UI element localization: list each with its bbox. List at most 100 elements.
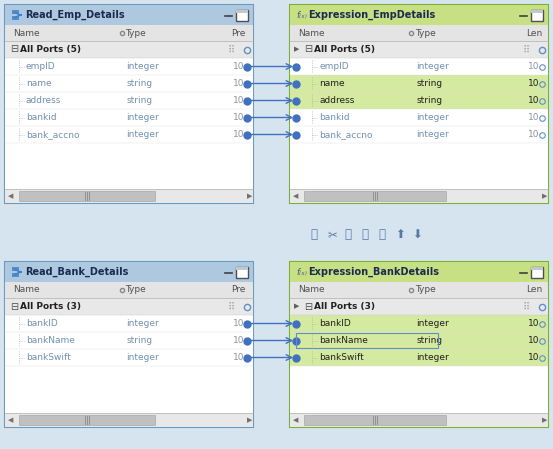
Text: empID: empID	[26, 62, 56, 71]
Text: bankName: bankName	[319, 336, 368, 345]
Text: Len: Len	[526, 28, 542, 38]
Bar	[296, 333, 438, 348]
Text: Read_Emp_Details: Read_Emp_Details	[25, 10, 124, 20]
Text: ⠿: ⠿	[228, 301, 235, 312]
Text: 10: 10	[528, 62, 540, 71]
Bar	[5, 41, 253, 58]
Text: integer: integer	[416, 130, 449, 139]
Text: bankSwift: bankSwift	[26, 353, 71, 362]
Text: integer: integer	[416, 113, 449, 122]
Text: ▶: ▶	[247, 193, 252, 199]
Bar	[290, 315, 548, 332]
Text: Read_Bank_Details: Read_Bank_Details	[25, 267, 128, 277]
Bar	[236, 10, 248, 21]
Text: ▶: ▶	[294, 47, 299, 53]
Bar	[5, 349, 253, 366]
Bar	[290, 109, 548, 126]
Text: All Ports (3): All Ports (3)	[20, 302, 81, 311]
Bar	[12, 16, 19, 20]
Text: ▶: ▶	[542, 417, 547, 423]
Bar	[304, 191, 446, 201]
Bar	[290, 282, 548, 298]
Text: 10: 10	[528, 79, 540, 88]
Text: Type: Type	[415, 28, 436, 38]
Text: f₍ₓ₎: f₍ₓ₎	[296, 268, 307, 277]
Text: ⎘: ⎘	[361, 229, 368, 242]
Text: string: string	[416, 336, 442, 345]
Text: integer: integer	[416, 319, 449, 328]
Text: name: name	[319, 79, 345, 88]
Text: string: string	[127, 96, 153, 105]
Text: All Ports (5): All Ports (5)	[314, 45, 375, 54]
Text: All Ports (3): All Ports (3)	[314, 302, 375, 311]
Text: Expression_EmpDetails: Expression_EmpDetails	[308, 10, 435, 20]
Bar	[304, 415, 446, 425]
Bar	[290, 5, 548, 25]
Text: ⬆: ⬆	[395, 229, 405, 242]
Bar	[531, 267, 543, 278]
Bar	[5, 315, 253, 332]
Text: integer: integer	[416, 62, 449, 71]
Bar	[290, 332, 548, 349]
Text: ⊟: ⊟	[304, 301, 312, 312]
Text: bankID: bankID	[319, 319, 351, 328]
Text: ⊟: ⊟	[304, 44, 312, 54]
Bar	[290, 75, 548, 92]
Text: bankID: bankID	[26, 319, 58, 328]
Bar	[531, 267, 543, 270]
Bar	[12, 10, 19, 14]
Text: bank_accno: bank_accno	[26, 130, 80, 139]
Text: Type: Type	[415, 286, 436, 295]
Text: All Ports (5): All Ports (5)	[20, 45, 81, 54]
Text: ⎘: ⎘	[344, 229, 351, 242]
Text: 10: 10	[528, 96, 540, 105]
Text: 10: 10	[233, 96, 244, 105]
Text: 10: 10	[233, 319, 244, 328]
Bar	[5, 25, 253, 41]
Text: 10: 10	[528, 130, 540, 139]
Text: string: string	[416, 96, 442, 105]
Text: Name: Name	[13, 28, 40, 38]
Bar	[12, 267, 19, 271]
Bar	[12, 273, 19, 277]
Text: 10: 10	[233, 336, 244, 345]
Text: 10: 10	[528, 319, 540, 328]
Bar	[290, 262, 548, 282]
Bar	[290, 126, 548, 143]
Text: address: address	[319, 96, 354, 105]
Text: 10: 10	[233, 353, 244, 362]
Text: ◀: ◀	[293, 193, 299, 199]
Bar	[5, 282, 253, 298]
Bar	[290, 92, 548, 109]
Text: integer: integer	[127, 353, 159, 362]
Bar	[290, 349, 548, 366]
Text: Expression_BankDetails: Expression_BankDetails	[308, 267, 439, 277]
Bar	[5, 5, 253, 203]
Bar	[290, 189, 548, 203]
Text: Name: Name	[13, 286, 40, 295]
Text: ⠿: ⠿	[523, 301, 530, 312]
Text: Name: Name	[298, 28, 325, 38]
Bar	[5, 58, 253, 75]
Bar	[5, 298, 253, 315]
Bar	[290, 366, 548, 427]
Bar	[290, 143, 548, 203]
Text: 10: 10	[233, 113, 244, 122]
Text: 10: 10	[233, 130, 244, 139]
Text: Len: Len	[526, 286, 542, 295]
Text: ◀: ◀	[8, 193, 13, 199]
Bar	[5, 332, 253, 349]
Text: ✂: ✂	[327, 229, 337, 242]
Bar	[5, 126, 253, 143]
Bar	[5, 109, 253, 126]
Bar	[290, 262, 548, 427]
Bar	[290, 413, 548, 427]
Text: Pre: Pre	[231, 28, 246, 38]
Bar	[5, 92, 253, 109]
Text: string: string	[416, 79, 442, 88]
Text: ◀: ◀	[8, 417, 13, 423]
Bar	[19, 191, 155, 201]
Text: ⠿: ⠿	[228, 44, 235, 54]
Text: integer: integer	[416, 353, 449, 362]
Text: ⎗: ⎗	[310, 229, 317, 242]
